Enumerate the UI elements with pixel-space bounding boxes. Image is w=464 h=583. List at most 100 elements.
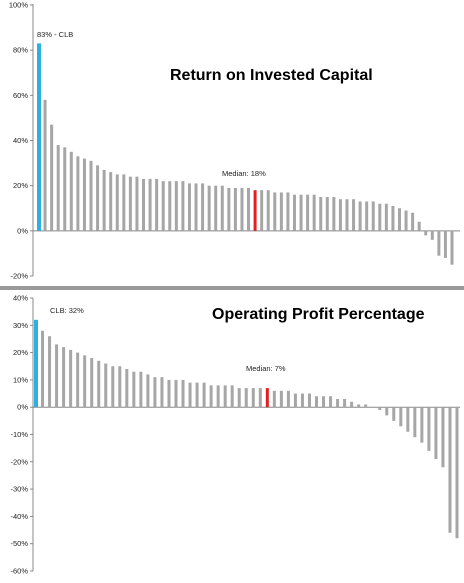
y-tick-label: -60% <box>10 567 28 576</box>
y-tick-label: 0% <box>17 403 28 412</box>
bar <box>307 393 311 408</box>
bar <box>272 390 276 408</box>
bar <box>258 388 262 408</box>
bar <box>227 187 231 231</box>
bar <box>417 221 421 231</box>
operating-profit-chart-title: Operating Profit Percentage <box>212 306 425 323</box>
bar <box>299 194 303 231</box>
bar <box>365 201 369 231</box>
bar <box>266 190 270 231</box>
bar <box>273 192 277 231</box>
bar <box>233 187 237 231</box>
bar <box>132 371 136 408</box>
bar <box>153 377 157 408</box>
bar <box>371 201 375 231</box>
operating-profit-clb-annotation: CLB: 32% <box>50 306 84 315</box>
bar <box>50 124 54 231</box>
bar <box>161 181 165 231</box>
bar <box>399 407 403 427</box>
bar <box>174 379 178 408</box>
bar <box>111 366 115 408</box>
bar <box>332 196 336 231</box>
bar <box>420 407 424 443</box>
bar <box>142 178 146 231</box>
bar <box>292 194 296 231</box>
bar <box>385 407 389 416</box>
bar <box>336 399 340 408</box>
bar <box>109 172 113 231</box>
bar <box>411 212 415 231</box>
bar <box>56 145 60 231</box>
bar <box>194 183 198 231</box>
bar <box>55 344 59 408</box>
bar <box>397 208 401 231</box>
bar <box>146 374 150 408</box>
bar <box>338 199 342 231</box>
bar <box>128 176 132 231</box>
y-tick-label: 30% <box>13 321 28 330</box>
roic-clb-annotation: 83% - CLB <box>37 30 73 39</box>
bar <box>430 230 434 240</box>
y-tick-label: 40% <box>13 136 28 145</box>
bar <box>391 205 395 231</box>
bar <box>441 407 445 468</box>
bar <box>237 388 241 408</box>
bar <box>329 396 333 408</box>
bar <box>443 230 447 258</box>
bar <box>450 230 454 265</box>
bar <box>62 347 66 408</box>
y-tick-label: -20% <box>10 272 28 281</box>
clb-bar <box>34 319 38 408</box>
bar <box>247 187 251 231</box>
bar <box>195 382 199 408</box>
bar <box>427 407 431 451</box>
bar <box>325 196 329 231</box>
bar <box>223 385 227 408</box>
bar <box>404 210 408 231</box>
bar <box>41 330 45 408</box>
y-tick-label: 20% <box>13 181 28 190</box>
bar <box>188 382 192 408</box>
bar <box>201 183 205 231</box>
median-bar <box>265 388 269 408</box>
bar <box>83 355 87 408</box>
bar <box>118 366 122 408</box>
bar <box>364 404 368 408</box>
bar <box>413 407 417 438</box>
bar <box>244 388 248 408</box>
bar <box>115 174 119 231</box>
bar <box>315 396 318 408</box>
y-tick-label: -40% <box>10 512 28 521</box>
bar <box>279 390 283 408</box>
bar <box>160 377 164 408</box>
roic-chart-title: Return on Invested Capital <box>170 67 373 84</box>
bar <box>187 183 191 231</box>
bar <box>135 176 139 231</box>
bar <box>378 407 382 410</box>
bar <box>181 181 185 231</box>
bar <box>424 230 428 236</box>
bar <box>209 385 213 408</box>
bar <box>357 404 361 408</box>
bar <box>82 158 86 231</box>
bar <box>155 178 159 231</box>
y-tick-label: 80% <box>13 46 28 55</box>
bar <box>371 407 375 408</box>
bar <box>125 368 129 408</box>
bar <box>69 151 73 231</box>
operating-profit-median-annotation: Median: 7% <box>246 364 286 373</box>
median-bar <box>253 190 257 231</box>
bar <box>89 160 93 231</box>
bar <box>139 371 143 408</box>
bar <box>69 349 73 408</box>
bar <box>214 185 218 231</box>
y-tick-label: -20% <box>10 457 28 466</box>
bar <box>220 185 224 231</box>
clb-bar <box>37 43 41 231</box>
bar <box>90 358 94 408</box>
bar <box>306 194 310 231</box>
bar <box>43 99 47 231</box>
bar <box>352 199 356 231</box>
bar <box>104 363 108 408</box>
y-tick-label: 20% <box>13 348 28 357</box>
